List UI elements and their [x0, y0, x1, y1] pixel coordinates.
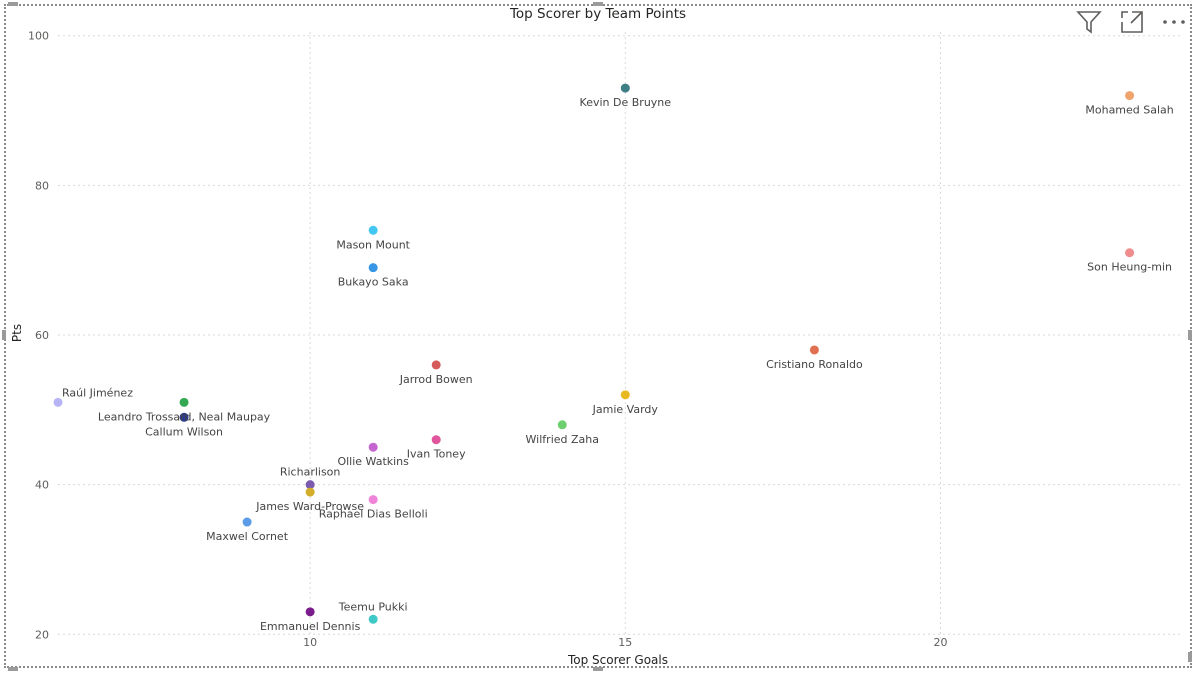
data-point[interactable]	[368, 263, 378, 273]
resize-handle-bottom-left[interactable]	[8, 667, 18, 671]
resize-handle-top-left[interactable]	[8, 2, 18, 6]
data-label: Ollie Watkins	[337, 455, 409, 468]
resize-handle-right-middle[interactable]	[1188, 330, 1192, 340]
data-point[interactable]	[368, 442, 378, 452]
data-label: Leandro Trossard, Neal Maupay	[98, 410, 271, 423]
data-point[interactable]	[242, 517, 252, 527]
data-label: Raúl Jiménez	[62, 386, 133, 399]
data-label: James Ward-Prowse	[255, 500, 364, 513]
data-point[interactable]	[557, 420, 567, 430]
axis-ticks: 20 40 60 80 100 10 15 20	[28, 30, 947, 649]
x-axis-title: Top Scorer Goals	[567, 653, 668, 667]
data-point[interactable]	[305, 480, 315, 490]
focus-mode-icon[interactable]	[1120, 10, 1144, 38]
y-axis-title: Pts	[10, 324, 24, 342]
visual-header-toolbar	[1076, 10, 1186, 38]
data-point[interactable]	[431, 435, 441, 445]
data-label: Teemu Pukki	[338, 600, 408, 613]
resize-handle-top-center[interactable]	[593, 2, 603, 6]
x-tick-label: 10	[303, 636, 317, 649]
data-point[interactable]	[431, 360, 441, 370]
resize-handle-right-bottom[interactable]	[1188, 652, 1192, 662]
x-tick-label: 15	[618, 636, 632, 649]
data-label: Emmanuel Dennis	[260, 620, 361, 633]
data-point[interactable]	[53, 397, 63, 407]
data-point[interactable]	[368, 495, 378, 505]
y-tick-label: 100	[28, 30, 49, 43]
data-point[interactable]	[1125, 248, 1135, 258]
data-point[interactable]	[305, 607, 315, 617]
resize-handle-bottom-center[interactable]	[593, 667, 603, 671]
y-tick-label: 40	[35, 479, 49, 492]
data-label: Mason Mount	[336, 238, 410, 251]
filter-icon[interactable]	[1076, 10, 1102, 38]
data-label: Callum Wilson	[145, 425, 223, 438]
data-point[interactable]	[368, 225, 378, 235]
data-point[interactable]	[809, 345, 819, 355]
data-label: Mohamed Salah	[1085, 104, 1173, 117]
more-options-icon[interactable]	[1162, 10, 1186, 38]
data-point[interactable]	[179, 397, 189, 407]
data-label: Son Heung-min	[1087, 261, 1172, 274]
data-label: Jarrod Bowen	[399, 373, 473, 386]
data-labels: Kevin De Bruyne Mohamed Salah Mason Mount S…	[62, 96, 1174, 633]
data-point[interactable]	[305, 487, 315, 497]
resize-handle-left-middle[interactable]	[2, 330, 6, 340]
data-point[interactable]	[1125, 91, 1135, 101]
data-point[interactable]	[620, 83, 630, 93]
data-point[interactable]	[368, 614, 378, 624]
data-label: Bukayo Saka	[338, 276, 409, 289]
data-label: Richarlison	[280, 466, 341, 479]
y-tick-label: 60	[35, 329, 49, 342]
data-label: Kevin De Bruyne	[580, 96, 672, 109]
data-label: Ivan Toney	[407, 448, 466, 461]
y-tick-label: 80	[35, 179, 49, 192]
y-tick-label: 20	[35, 628, 49, 641]
data-point[interactable]	[179, 412, 189, 422]
data-label: Maxwel Cornet	[206, 530, 289, 543]
chart-title: Top Scorer by Team Points	[509, 6, 686, 22]
data-point[interactable]	[620, 390, 630, 400]
data-points	[53, 83, 1135, 624]
x-tick-label: 20	[933, 636, 947, 649]
data-label: Wilfried Zaha	[526, 433, 599, 446]
data-label: Raphael Dias Belloli	[319, 508, 428, 521]
data-label: Cristiano Ronaldo	[766, 358, 863, 371]
grid-lines	[58, 32, 1180, 638]
data-label: Jamie Vardy	[592, 403, 659, 416]
